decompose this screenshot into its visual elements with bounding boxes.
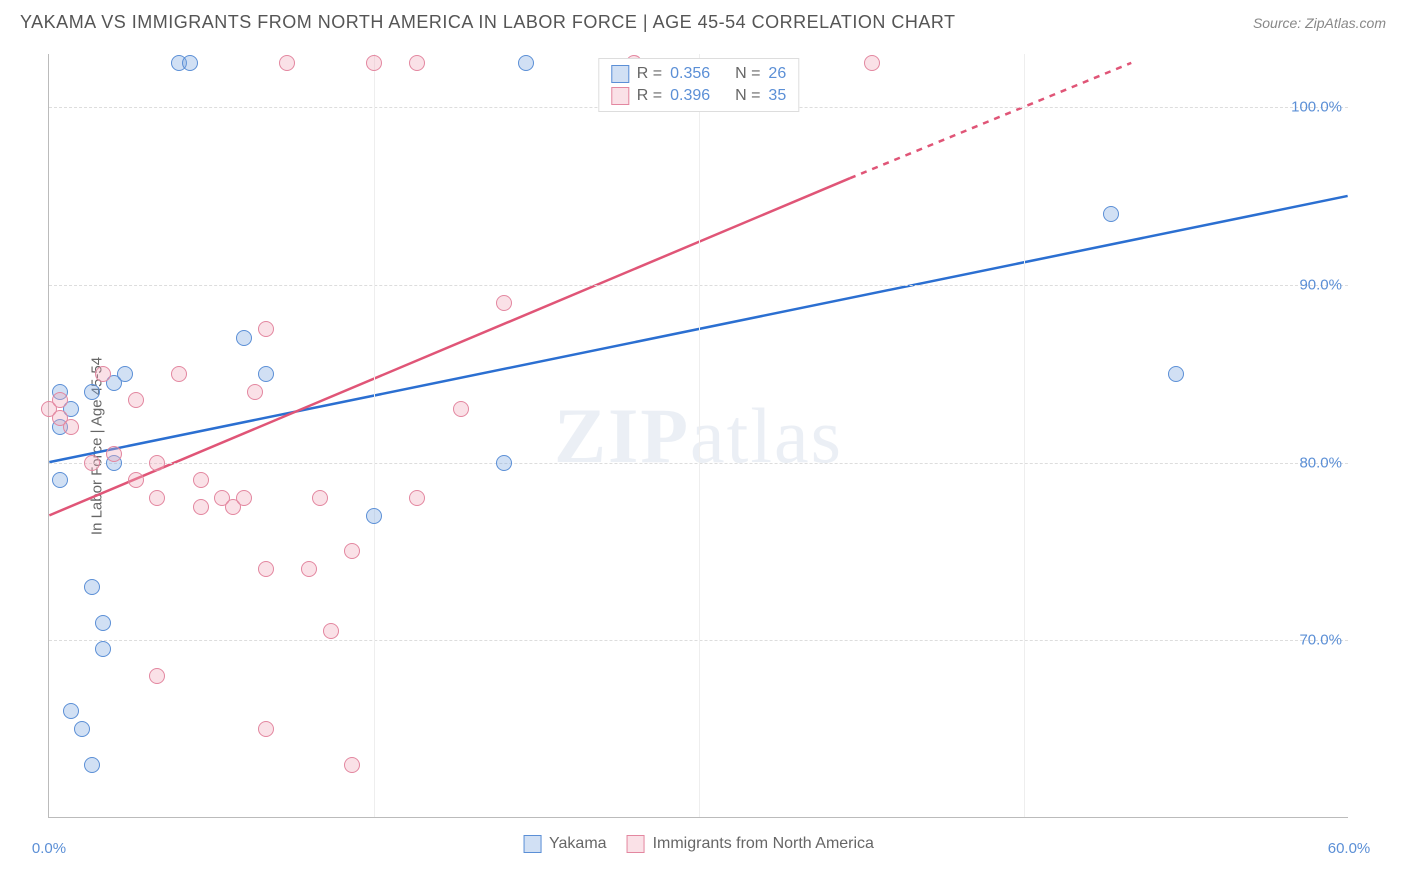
data-point — [1168, 366, 1184, 382]
data-point — [84, 757, 100, 773]
data-point — [74, 721, 90, 737]
data-point — [95, 366, 111, 382]
data-point — [52, 472, 68, 488]
x-tick-label: 0.0% — [32, 840, 66, 857]
gridline-v — [1024, 54, 1025, 817]
data-point — [496, 295, 512, 311]
data-point — [258, 366, 274, 382]
data-point — [84, 455, 100, 471]
stats-row: R =0.396 N =35 — [611, 85, 786, 107]
series-swatch — [523, 835, 541, 853]
r-value: 0.396 — [670, 87, 710, 105]
data-point — [301, 561, 317, 577]
data-point — [236, 330, 252, 346]
data-point — [106, 446, 122, 462]
data-point — [409, 490, 425, 506]
data-point — [95, 641, 111, 657]
data-point — [279, 55, 295, 71]
series-swatch — [611, 87, 629, 105]
data-point — [193, 472, 209, 488]
y-tick-label: 100.0% — [1291, 99, 1342, 116]
data-point — [323, 623, 339, 639]
data-point — [864, 55, 880, 71]
data-point — [518, 55, 534, 71]
y-tick-label: 90.0% — [1299, 276, 1342, 293]
n-value: 26 — [768, 65, 786, 83]
data-point — [84, 384, 100, 400]
data-point — [258, 721, 274, 737]
gridline-v — [699, 54, 700, 817]
data-point — [128, 472, 144, 488]
data-point — [193, 499, 209, 515]
data-point — [344, 757, 360, 773]
chart-title: YAKAMA VS IMMIGRANTS FROM NORTH AMERICA … — [20, 12, 956, 33]
series-swatch — [611, 65, 629, 83]
data-point — [63, 703, 79, 719]
data-point — [149, 455, 165, 471]
series-swatch — [627, 835, 645, 853]
legend-label: Yakama — [549, 835, 607, 853]
data-point — [171, 366, 187, 382]
data-point — [149, 490, 165, 506]
legend-item: Yakama — [523, 835, 607, 853]
data-point — [63, 419, 79, 435]
n-value: 35 — [768, 87, 786, 105]
data-point — [52, 392, 68, 408]
data-point — [258, 321, 274, 337]
data-point — [128, 392, 144, 408]
data-point — [258, 561, 274, 577]
y-tick-label: 70.0% — [1299, 632, 1342, 649]
data-point — [1103, 206, 1119, 222]
stats-legend: R =0.356 N =26R =0.396 N =35 — [598, 58, 799, 112]
chart-plot-area: ZIPatlas R =0.356 N =26R =0.396 N =35 Ya… — [48, 54, 1348, 818]
data-point — [496, 455, 512, 471]
data-point — [84, 579, 100, 595]
data-point — [366, 508, 382, 524]
x-tick-label: 60.0% — [1328, 840, 1371, 857]
source-label: Source: ZipAtlas.com — [1253, 15, 1386, 31]
data-point — [236, 490, 252, 506]
r-value: 0.356 — [670, 65, 710, 83]
y-tick-label: 80.0% — [1299, 454, 1342, 471]
data-point — [344, 543, 360, 559]
legend-item: Immigrants from North America — [627, 835, 874, 853]
data-point — [117, 366, 133, 382]
data-point — [453, 401, 469, 417]
data-point — [247, 384, 263, 400]
data-point — [312, 490, 328, 506]
data-point — [95, 615, 111, 631]
stats-row: R =0.356 N =26 — [611, 63, 786, 85]
series-legend: Yakama Immigrants from North America — [523, 835, 874, 853]
legend-label: Immigrants from North America — [653, 835, 874, 853]
gridline-v — [374, 54, 375, 817]
data-point — [149, 668, 165, 684]
data-point — [366, 55, 382, 71]
data-point — [182, 55, 198, 71]
data-point — [409, 55, 425, 71]
